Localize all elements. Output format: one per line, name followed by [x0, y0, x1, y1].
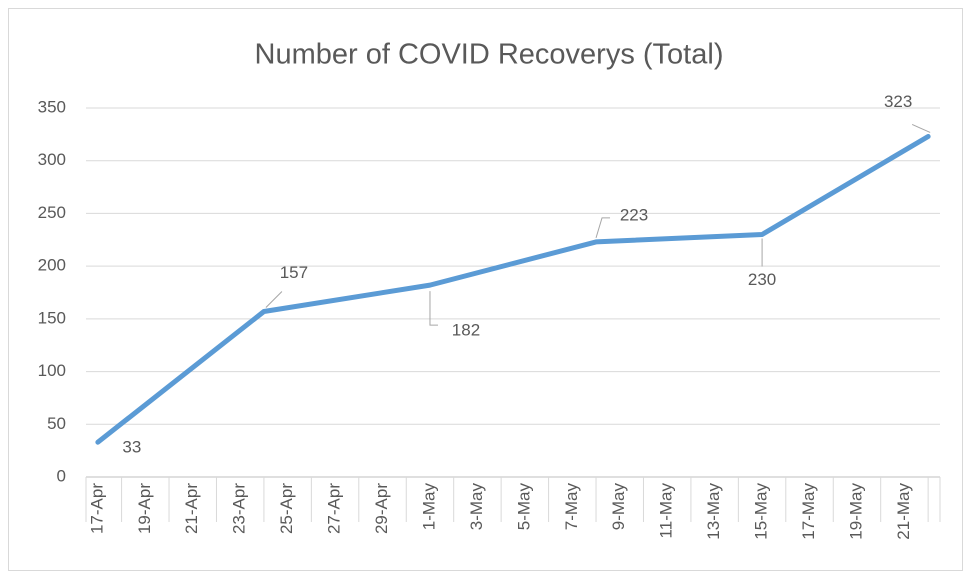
x-tick-label: 23-Apr: [230, 483, 249, 534]
x-tick-label: 13-May: [704, 483, 723, 540]
leader-line: [911, 124, 931, 133]
leader-line: [265, 291, 283, 308]
x-tick-label: 9-May: [609, 483, 628, 531]
x-tick-label: 21-Apr: [182, 483, 201, 534]
y-tick-label: 0: [57, 466, 66, 485]
y-tick-label: 250: [38, 203, 66, 222]
data-label: 157: [280, 263, 308, 282]
y-tick-label: 300: [38, 150, 66, 169]
data-label: 323: [884, 92, 912, 111]
x-tick-label: 19-Apr: [135, 483, 154, 534]
leader-line: [429, 291, 438, 326]
x-tick-label: 7-May: [562, 483, 581, 531]
x-tick-label: 27-Apr: [325, 483, 344, 534]
x-tick-label: 11-May: [657, 483, 676, 539]
x-tick-label: 17-May: [799, 483, 818, 540]
data-label: 223: [620, 205, 648, 224]
x-tick-label: 5-May: [514, 483, 533, 531]
y-tick-label: 50: [47, 414, 66, 433]
x-tick-label: 29-Apr: [372, 483, 391, 534]
y-tick-label: 200: [38, 256, 66, 275]
x-tick-label: 21-May: [894, 483, 913, 540]
leader-line: [595, 217, 611, 239]
y-tick-label: 100: [38, 361, 66, 380]
data-label: 33: [122, 438, 141, 457]
y-tick-label: 350: [38, 97, 66, 116]
x-tick-label: 19-May: [846, 483, 865, 540]
data-label: 182: [452, 321, 480, 340]
chart-title: Number of COVID Recoverys (Total): [255, 39, 724, 71]
line-series: [95, 133, 931, 445]
data-label: 230: [748, 270, 776, 289]
x-tick-label: 25-Apr: [277, 483, 296, 534]
x-tick-label: 1-May: [419, 483, 438, 531]
x-tick-label: 17-Apr: [87, 483, 106, 534]
x-tick-label: 15-May: [752, 483, 771, 540]
x-tick-label: 3-May: [467, 483, 486, 531]
y-tick-label: 150: [38, 308, 66, 327]
